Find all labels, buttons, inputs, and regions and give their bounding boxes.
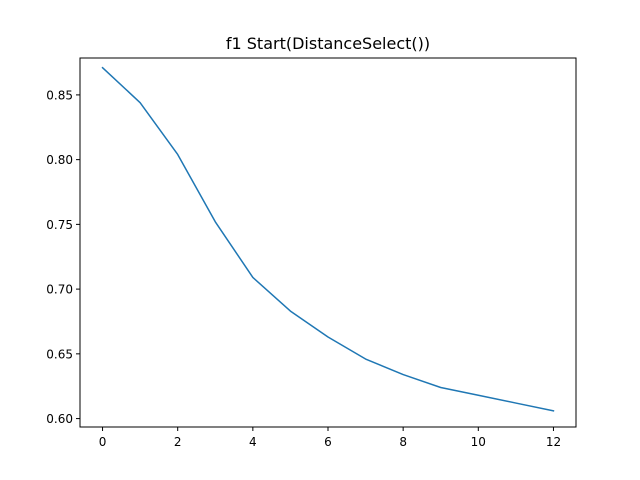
series-layer bbox=[101, 66, 555, 412]
x-tick-label: 10 bbox=[471, 435, 486, 449]
y-axis: 0.60 0.65 0.70 0.75 0.80 0.85 bbox=[46, 88, 80, 426]
y-tick-label: 0.85 bbox=[46, 88, 73, 102]
x-tick-label: 6 bbox=[324, 435, 332, 449]
y-tick-label: 0.65 bbox=[46, 347, 73, 361]
x-tick-label: 0 bbox=[99, 435, 107, 449]
y-tick-label: 0.80 bbox=[46, 153, 73, 167]
x-axis: 0 2 4 6 8 10 12 bbox=[99, 427, 561, 449]
y-tick-label: 0.70 bbox=[46, 283, 73, 297]
x-tick-label: 2 bbox=[174, 435, 182, 449]
y-tick-label: 0.60 bbox=[46, 412, 73, 426]
x-tick-label: 12 bbox=[546, 435, 561, 449]
plot-area-frame bbox=[79, 57, 577, 428]
y-tick-label: 0.75 bbox=[46, 218, 73, 232]
chart-title: f1 Start(DistanceSelect()) bbox=[226, 34, 430, 53]
x-tick-label: 8 bbox=[399, 435, 407, 449]
x-tick-label: 4 bbox=[249, 435, 257, 449]
series-line-1 bbox=[101, 66, 555, 412]
